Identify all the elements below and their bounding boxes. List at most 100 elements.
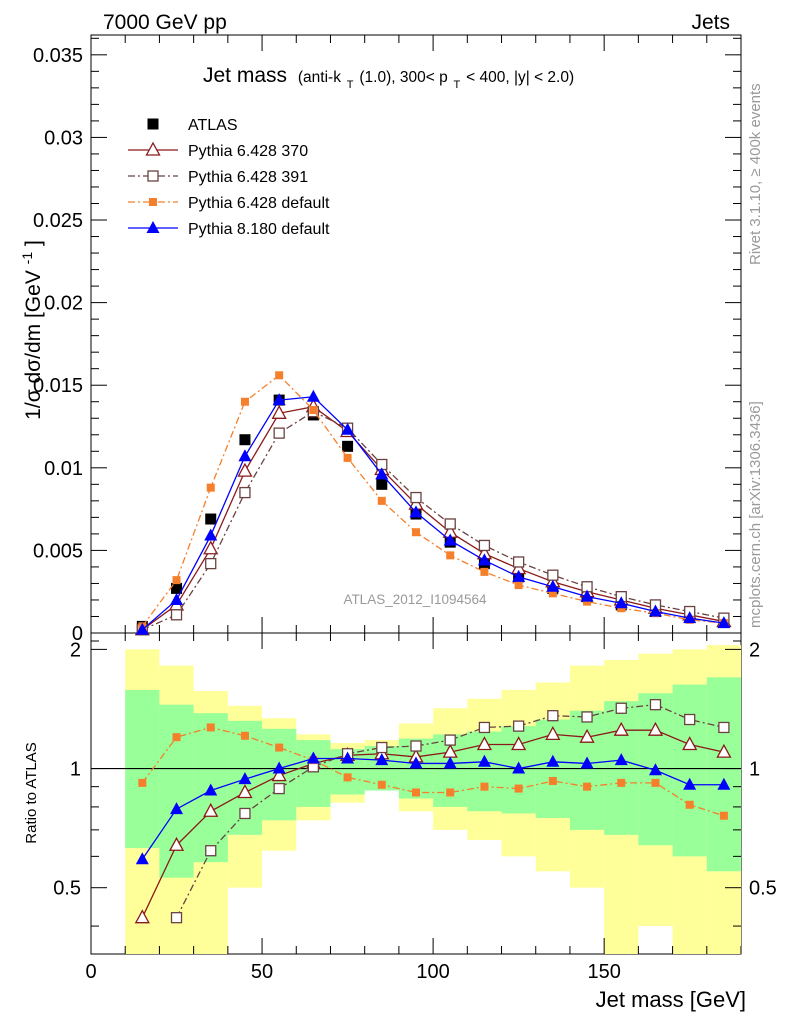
ratio-point-pythia-6-428-370 (271, 767, 287, 782)
ratio-point-pythia-8-180-default (375, 753, 389, 766)
main-point-pythia-6-428-default (172, 576, 181, 585)
ratio-point-pythia-6-428-391 (205, 845, 217, 857)
main-point-pythia-6-428-default (275, 371, 284, 380)
main-point-pythia-8-180-default (306, 389, 320, 402)
ratio-point-pythia-6-428-370 (682, 736, 698, 751)
ratio-point-pythia-6-428-370 (134, 909, 150, 924)
ratio-point-pythia-8-180-default (580, 756, 594, 769)
main-point-pythia-8-180-default (614, 596, 628, 609)
ratio-point-pythia-8-180-default (238, 772, 252, 785)
ratio-point-pythia-8-180-default (717, 777, 731, 790)
ratio-point-pythia-8-180-default (512, 761, 526, 774)
main-point-atlas (376, 478, 388, 490)
main-point-pythia-6-428-391 (239, 486, 251, 499)
legend-marker (147, 170, 159, 182)
main-y-tick-label: 0.01 (44, 458, 83, 480)
main-point-pythia-6-428-default (412, 528, 420, 537)
ratio-line-pythia-8-180-default (141, 757, 724, 860)
chart-subtitle-sub1: T (347, 79, 354, 91)
chart-title: Jet mass (anti-k T (1.0), 300< p T < 400… (203, 64, 574, 93)
main-y-axis-label-sup: -1 (19, 252, 35, 265)
ratio-point-pythia-6-428-391 (170, 912, 183, 924)
legend-entry-pythia-6-428-370: Pythia 6.428 370 (128, 141, 308, 160)
ratio-point-pythia-6-428-370 (511, 736, 527, 751)
main-point-pythia-8-180-default (580, 589, 594, 602)
ratio-y-tick-label: 0.5 (53, 878, 81, 900)
chart-subtitle-a: (anti-k (298, 69, 341, 86)
ratio-point-pythia-6-428-391 (649, 699, 662, 711)
main-point-pythia-6-428-391 (478, 539, 491, 552)
legend-marker (147, 118, 159, 130)
main-point-atlas (171, 582, 183, 594)
main-point-pythia-8-180-default (546, 579, 560, 592)
main-point-pythia-8-180-default (204, 528, 218, 541)
x-tick-label: 100 (416, 961, 449, 983)
main-point-pythia-8-180-default (648, 604, 662, 617)
main-y-axis-label-close: ] (22, 240, 45, 246)
ratio-band-green-bin (296, 740, 331, 807)
ratio-point-pythia-6-428-default (685, 800, 694, 809)
main-point-pythia-8-180-default (135, 622, 149, 635)
legend-marker (149, 198, 157, 206)
ratio-point-pythia-6-428-370 (579, 728, 595, 743)
ratio-series (134, 699, 732, 924)
chart-subtitle-sub2: T (454, 79, 461, 91)
legend-entry-pythia-6-428-default: Pythia 6.428 default (128, 195, 330, 212)
main-point-pythia-6-428-default (240, 397, 249, 406)
ratio-y-tick-label-right: 0.5 (749, 878, 777, 900)
legend: ATLAS Pythia 6.428 370 Pythia 6.428 391 Pyt… (128, 117, 330, 238)
ratio-point-pythia-8-180-default (546, 754, 560, 767)
main-line-pythia-6-428-370 (141, 405, 725, 631)
main-point-pythia-6-428-370 (203, 540, 219, 555)
main-point-pythia-6-428-391 (547, 569, 559, 581)
ratio-point-pythia-6-428-default (343, 773, 352, 782)
main-axes: 0 0.005 0.01 0.015 0.02 0.025 0.03 0.035 (33, 35, 742, 645)
main-y-axis-label-text: 1/σ dσ/dm [GeV (22, 270, 45, 420)
ratio-point-pythia-8-180-default (204, 783, 218, 796)
x-tick-label: 150 (587, 961, 620, 983)
ratio-point-pythia-6-428-391 (410, 740, 422, 752)
ratio-point-pythia-6-428-391 (239, 807, 251, 820)
main-point-pythia-6-428-391 (205, 557, 217, 570)
legend-label: Pythia 8.180 default (188, 221, 330, 238)
ratio-point-pythia-6-428-391 (581, 711, 593, 723)
x-axis-label: Jet mass [GeV] (596, 987, 746, 1012)
main-y-tick-label: 0.005 (33, 540, 83, 562)
ratio-point-pythia-6-428-default (446, 788, 455, 797)
ratio-band-green-bin (569, 710, 605, 830)
rivet-label: Rivet 3.1.10, ≥ 400k events (747, 83, 764, 265)
main-line-pythia-8-180-default (141, 396, 724, 631)
legend-entry-pythia-6-428-391: Pythia 6.428 391 (128, 169, 308, 186)
main-point-pythia-8-180-default (272, 393, 286, 406)
ratio-point-pythia-6-428-370 (476, 736, 493, 751)
main-y-tick-label: 0.025 (33, 210, 83, 232)
main-y-tick-label: 0.02 (44, 293, 83, 315)
chart-subtitle-c: < 400, |y| < 2.0) (466, 69, 574, 86)
header-left: 7000 GeV pp (103, 11, 227, 34)
ratio-point-pythia-8-180-default (477, 754, 491, 767)
ratio-point-pythia-8-180-default (135, 852, 149, 865)
main-point-pythia-8-180-default (512, 569, 526, 582)
main-series (134, 371, 732, 636)
main-point-pythia-6-428-default (548, 589, 557, 598)
main-y-tick-label: 0 (72, 623, 83, 645)
ratio-point-pythia-6-428-370 (203, 802, 219, 817)
main-point-atlas (205, 513, 217, 525)
ratio-point-pythia-6-428-391 (376, 741, 388, 754)
ratio-point-pythia-6-428-default (719, 811, 728, 820)
ratio-point-pythia-6-428-default (651, 778, 660, 787)
main-y-axis-label: 1/σ dσ/dm [GeV -1 ] (14, 240, 45, 420)
mcplots-label: mcplots.cern.ch [arXiv:1306.3436] (747, 401, 764, 628)
ratio-y-tick-label: 1 (70, 759, 81, 781)
main-point-pythia-8-180-default (717, 616, 731, 629)
main-point-pythia-8-180-default (683, 611, 697, 624)
ratio-point-pythia-8-180-default (443, 756, 457, 769)
ratio-point-pythia-6-428-default (240, 731, 249, 740)
main-point-pythia-6-428-391 (512, 556, 525, 568)
ratio-line-pythia-6-428-default (141, 726, 725, 817)
chart-title-main: Jet mass (203, 64, 287, 87)
ratio-point-pythia-6-428-391 (615, 702, 627, 714)
ratio-point-pythia-6-428-370 (647, 721, 664, 736)
main-point-pythia-6-428-default (343, 453, 352, 462)
